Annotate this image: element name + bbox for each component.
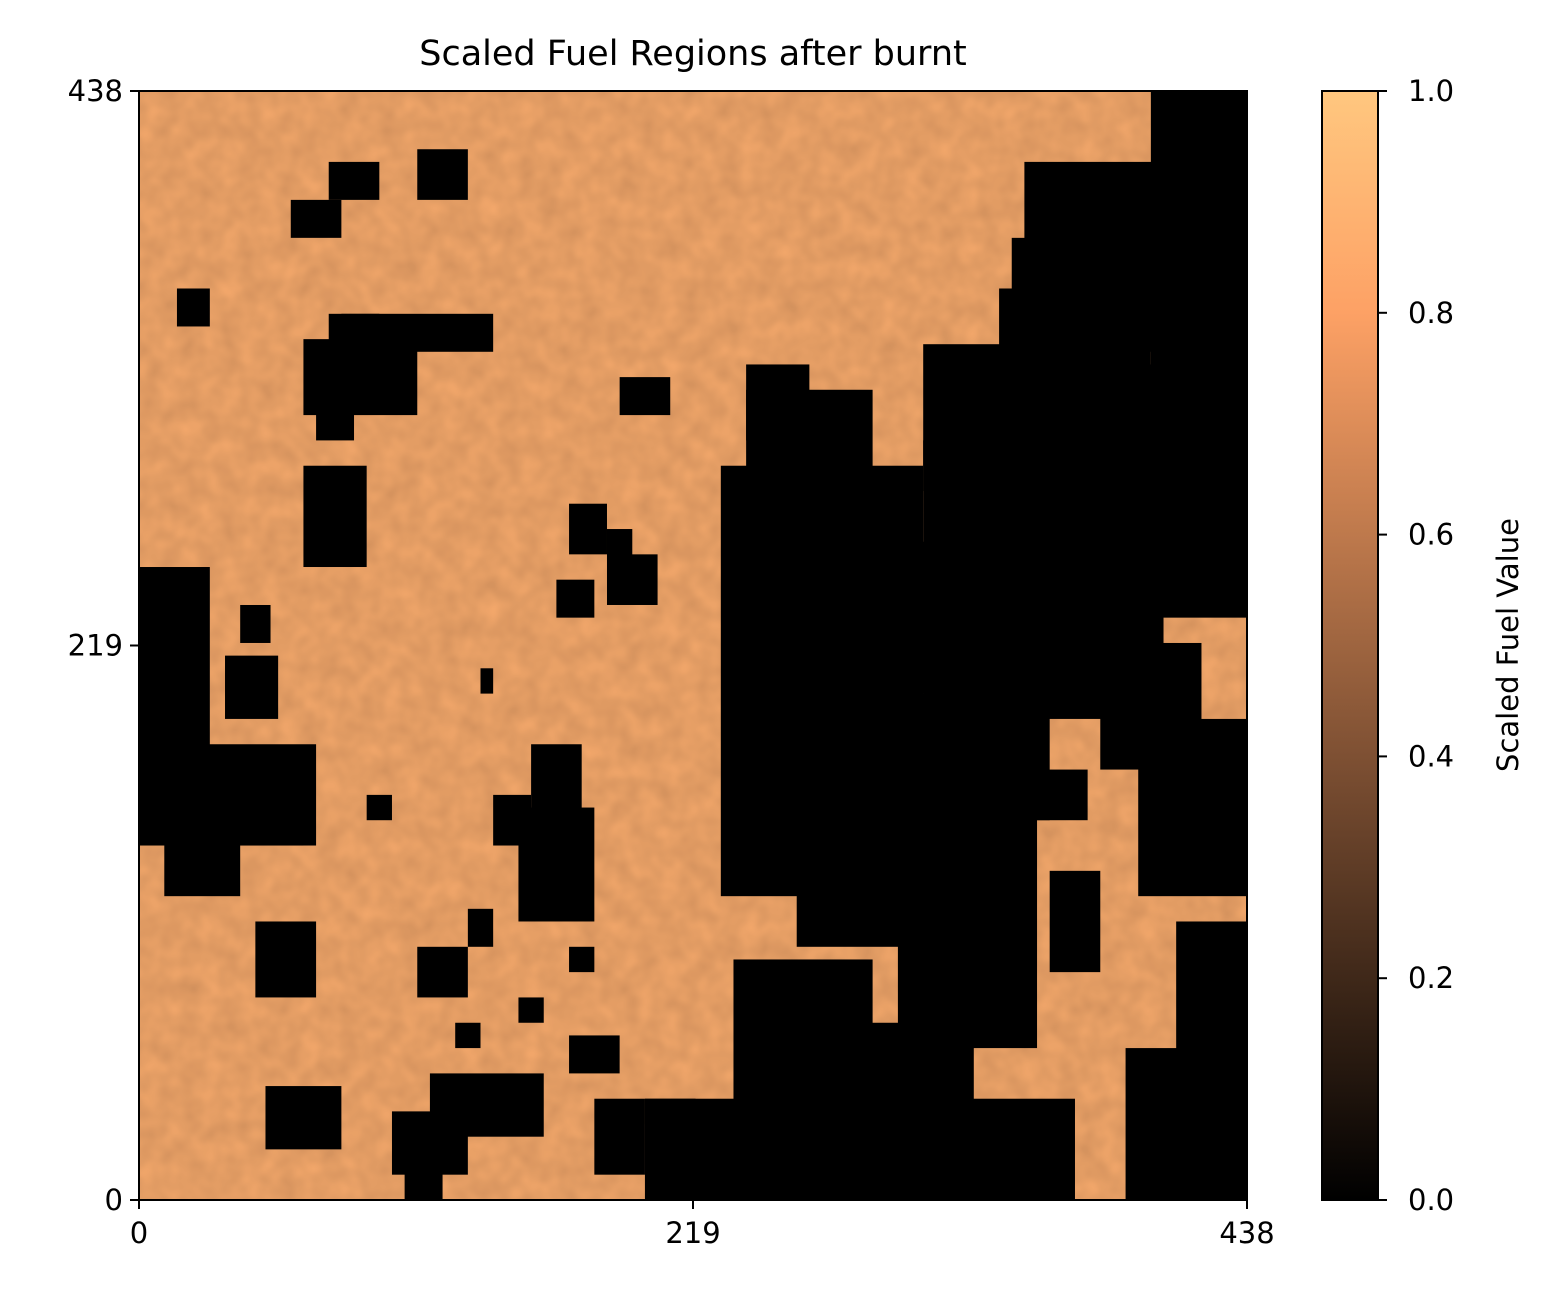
burnt-patch [417, 946, 468, 998]
heatmap [139, 91, 1247, 1200]
burnt-patch [303, 465, 367, 568]
burnt-patch [556, 579, 595, 618]
burnt-patch [847, 541, 898, 618]
burnt-patch [518, 997, 544, 1023]
burnt-patch [910, 541, 974, 694]
burnt-patch [164, 794, 241, 897]
burnt-patch [255, 921, 317, 998]
y-tick-label: 0 [105, 1183, 123, 1217]
burnt-patch [771, 1022, 974, 1200]
burnt-patch [225, 655, 279, 719]
burnt-patch [391, 1111, 468, 1175]
burnt-patch [569, 503, 607, 555]
colorbar-bar [1321, 90, 1379, 1201]
burnt-patch [1049, 870, 1101, 973]
burnt-regions [139, 91, 1247, 1200]
colorbar-tick-label: 0.2 [1408, 961, 1454, 995]
colorbar-tick-label: 0.8 [1408, 296, 1454, 330]
burnt-patch [531, 744, 582, 821]
burnt-patch [240, 604, 271, 643]
burnt-patch [594, 1098, 645, 1175]
x-tick-label: 0 [130, 1216, 148, 1250]
colorbar-tick-label: 1.0 [1408, 74, 1454, 108]
burnt-patch [328, 313, 494, 352]
colorbar-ticks: 0.0 0.2 0.4 0.6 0.8 1.0 [1378, 74, 1454, 1217]
x-tick-label: 219 [665, 1216, 720, 1250]
y-tick-label: 219 [68, 629, 123, 663]
chart-title: Scaled Fuel Regions after burnt [419, 34, 966, 74]
colorbar: 0.0 0.2 0.4 0.6 0.8 1.0 Scaled Fuel Value [1321, 74, 1525, 1217]
colorbar-tick-label: 0.0 [1408, 1183, 1454, 1217]
burnt-patch [265, 1086, 342, 1150]
burnt-patch [1037, 769, 1088, 821]
burnt-patch [1138, 718, 1247, 897]
burnt-patch [1125, 1048, 1247, 1200]
burnt-patch [455, 1022, 481, 1049]
burnt-patch [746, 364, 810, 441]
burnt-patch [176, 288, 210, 327]
burnt-patch [493, 794, 532, 846]
burnt-patch [569, 946, 595, 973]
colorbar-tick-label: 0.6 [1408, 518, 1454, 552]
y-tick-label: 438 [68, 74, 123, 108]
burnt-patch [240, 769, 304, 846]
colorbar-label: Scaled Fuel Value [1491, 518, 1525, 772]
burnt-patch [366, 794, 392, 821]
colorbar-tick-label: 0.4 [1408, 739, 1454, 773]
x-tick-label: 438 [1219, 1216, 1274, 1250]
burnt-patch [328, 161, 380, 200]
burnt-patch [480, 668, 494, 694]
burnt-patch [1024, 161, 1240, 251]
burnt-patch [619, 377, 671, 416]
burnt-patch [606, 529, 633, 568]
y-axis: 0 219 438 [68, 74, 139, 1217]
burnt-patch [569, 1035, 620, 1074]
burnt-patch [417, 149, 468, 200]
burnt-patch [467, 908, 494, 947]
x-axis: 0 219 438 [130, 1200, 1275, 1250]
burnt-patch [644, 1098, 696, 1125]
burnt-patch [290, 199, 342, 238]
